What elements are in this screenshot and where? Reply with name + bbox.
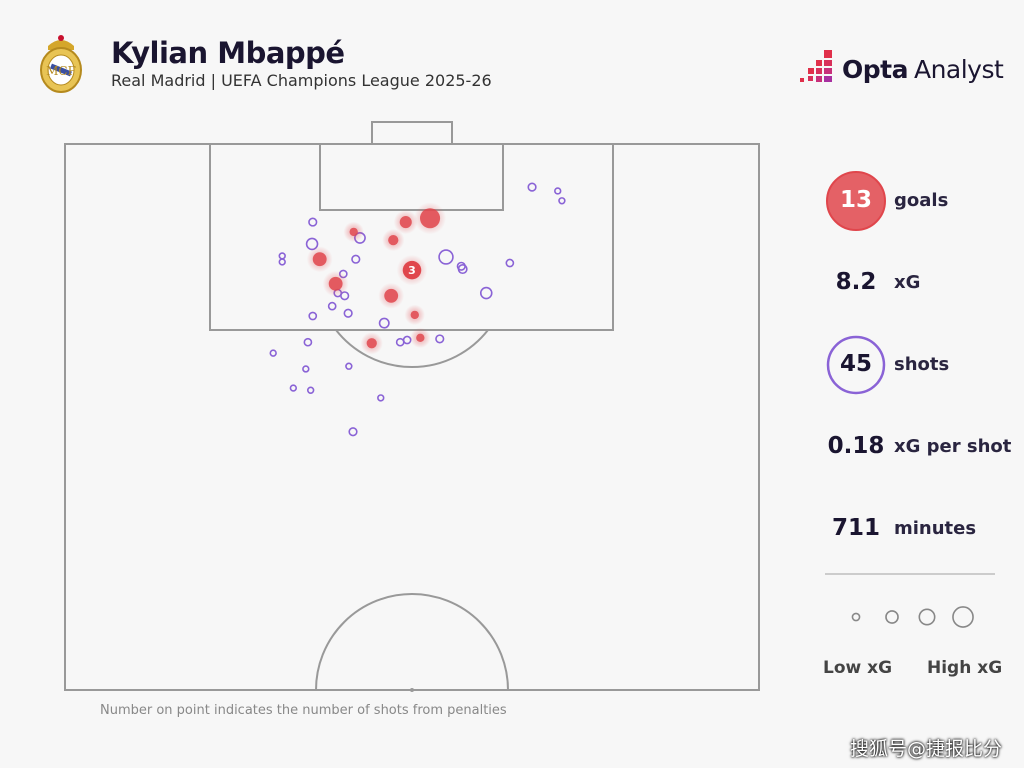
svg-text:MCF: MCF: [46, 64, 76, 78]
shot-miss: [438, 249, 454, 265]
shot-miss: [327, 301, 337, 311]
shot-goal: [384, 288, 399, 303]
xg-size-legend: [851, 606, 974, 628]
goal: [371, 121, 453, 145]
stat-xg: 8.2 xG: [824, 269, 921, 295]
brand-light: Analyst: [913, 54, 1004, 84]
penalty-count-label: 3: [408, 264, 416, 277]
shots-label: shots: [894, 353, 950, 375]
six-yard-box: [319, 143, 504, 211]
shot-miss: [554, 187, 562, 195]
shots-value: 45: [839, 351, 872, 377]
shot-miss: [289, 384, 298, 392]
legend-size-circle: [952, 606, 974, 628]
xg-per-shot-label: xG per shot: [894, 435, 1012, 457]
shot-goal: [419, 208, 441, 229]
legend-low-xg: Low xG: [823, 658, 893, 678]
legend-size-circle: [918, 608, 936, 626]
shot-miss: [348, 427, 358, 437]
shot-miss: [308, 311, 318, 321]
shot-goal: [328, 276, 343, 291]
stat-shots: 45 shots: [824, 351, 949, 377]
shot-miss: [377, 394, 385, 402]
goals-value: 13: [839, 187, 872, 213]
shot-miss: [302, 365, 310, 373]
shot-goal: [416, 333, 425, 343]
legend-size-circle: [885, 610, 899, 624]
shot-miss: [457, 264, 468, 275]
divider: [825, 573, 995, 575]
center-circle: [315, 593, 509, 691]
watermark: 搜狐号@捷报比分: [849, 738, 1002, 760]
shot-miss: [527, 182, 537, 192]
shot-miss: [479, 286, 493, 300]
goals-circle: [826, 171, 886, 231]
shot-miss: [278, 258, 286, 266]
shot-miss: [378, 317, 390, 329]
stat-minutes: 711 minutes: [824, 515, 976, 541]
real-madrid-crest-icon: MCF: [40, 35, 82, 93]
shot-goal: [399, 216, 412, 229]
minutes-value: 711: [831, 515, 880, 541]
minutes-label: minutes: [894, 517, 977, 539]
shot-miss: [505, 258, 515, 268]
shot-goal: [349, 227, 358, 237]
opta-logo-icon: [800, 50, 832, 82]
shot-miss: [345, 362, 353, 370]
goals-label: goals: [894, 189, 949, 211]
penalty-arc: [335, 329, 489, 369]
shot-goal: [366, 338, 377, 349]
shot-miss: [343, 308, 353, 318]
shot-miss: [269, 349, 277, 357]
goal-markers: 3: [306, 202, 447, 355]
shots-circle: [826, 335, 886, 395]
legend-size-circle: [851, 612, 861, 622]
shot-goal: [402, 260, 422, 280]
team-competition: Real Madrid | UEFA Champions League 2025…: [111, 71, 492, 90]
shot-miss: [395, 337, 405, 347]
footnote: Number on point indicates the number of …: [100, 703, 507, 718]
legend-high-xg: High xG: [927, 658, 1003, 678]
brand-bold: Opta: [842, 54, 908, 84]
shot-miss: [306, 386, 315, 394]
shot-miss: [278, 252, 286, 260]
pitch-lines: [64, 121, 760, 691]
player-name: Kylian Mbappé: [111, 36, 345, 70]
stat-xg-per-shot: 0.18 xG per shot: [824, 433, 1012, 459]
shot-miss: [351, 254, 361, 264]
xg-label: xG: [894, 271, 921, 293]
shot-goal: [388, 234, 399, 246]
shot-goal: [410, 310, 419, 320]
opta-analyst-logo: Opta Analyst: [798, 50, 1004, 88]
shot-goal: [312, 252, 327, 267]
shot-miss: [402, 335, 412, 345]
xg-value: 8.2: [835, 269, 877, 295]
xg-per-shot-value: 0.18: [827, 433, 885, 459]
shot-miss: [435, 334, 445, 344]
shot-miss: [303, 337, 313, 347]
center-spot: [410, 688, 414, 692]
penalty-box: [209, 143, 614, 331]
shot-miss: [558, 197, 566, 205]
stat-goals: 13 goals: [824, 187, 948, 213]
shot-miss: [308, 217, 318, 227]
